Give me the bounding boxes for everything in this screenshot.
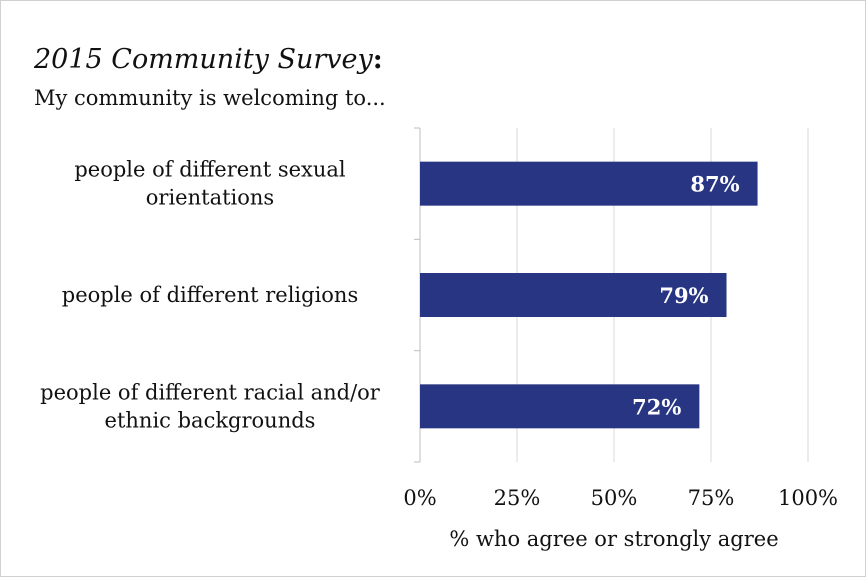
x-tick-label-1: 25% [494, 486, 541, 510]
chart-title-colon: : [372, 44, 383, 75]
data-label-1: 79% [659, 283, 708, 308]
category-label-1-line-0: people of different religions [62, 283, 358, 307]
category-label-2-line-0: people of different racial and/or [40, 380, 381, 404]
x-tick-label-4: 100% [778, 486, 838, 510]
category-label-0-line-0: people of different sexual [74, 158, 346, 182]
bar-0 [420, 161, 758, 206]
x-tick-label-0: 0% [403, 486, 436, 510]
x-axis-title: % who agree or strongly agree [449, 527, 778, 551]
chart-title: 2015 Community Survey: [34, 46, 383, 73]
category-label-2: people of different racial and/or ethnic … [40, 380, 381, 432]
category-label-0-line-1: orientations [146, 186, 274, 210]
category-label-1: people of different religions [62, 283, 358, 307]
category-label-0: people of different sexual orientations [74, 158, 346, 210]
x-tick-label-3: 75% [688, 486, 735, 510]
data-label-0: 87% [690, 172, 739, 197]
chart-title-main: 2015 Community Survey [34, 44, 373, 75]
x-tick-label-2: 50% [591, 486, 638, 510]
bar-1 [420, 273, 727, 317]
chart-subtitle: My community is welcoming to... [34, 86, 386, 110]
category-label-2-line-1: ethnic backgrounds [105, 408, 316, 432]
bar-2 [420, 384, 700, 429]
data-label-2: 72% [632, 394, 681, 419]
